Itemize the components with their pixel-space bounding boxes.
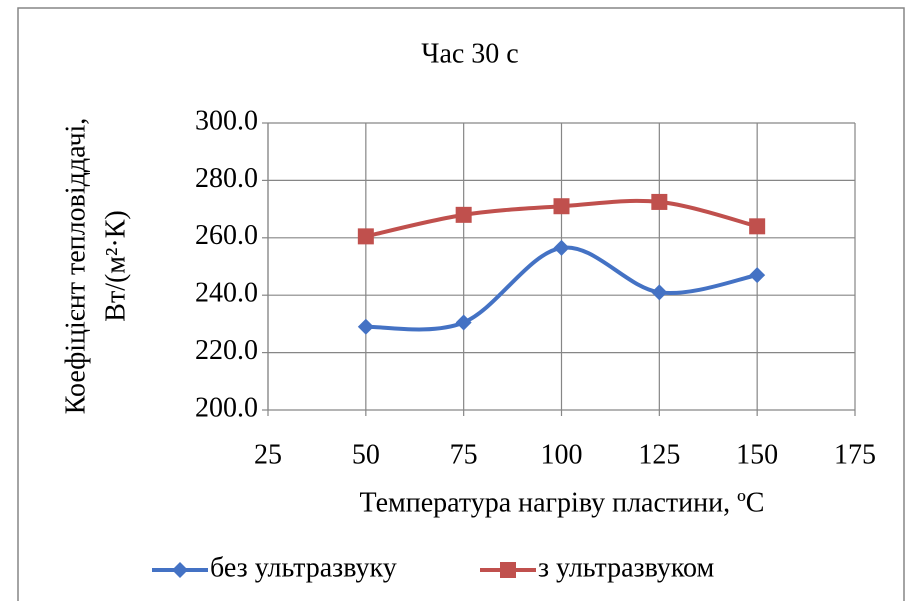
- marker: [357, 318, 374, 335]
- marker: [455, 314, 472, 331]
- chart-title: Час 30 с: [421, 38, 518, 69]
- x-tick-label: 25: [254, 439, 282, 470]
- chart-frame: [17, 7, 905, 601]
- y-tick-label: 200.0: [195, 392, 258, 423]
- y-tick-label: 300.0: [195, 105, 258, 136]
- marker: [749, 218, 766, 235]
- y-tick-label: 260.0: [195, 220, 258, 251]
- x-tick-label: 75: [450, 439, 478, 470]
- marker: [553, 198, 570, 215]
- y-axis-label: Вт/(м²·К): [100, 210, 131, 321]
- x-tick-label: 150: [736, 439, 778, 470]
- x-tick-label: 125: [638, 439, 680, 470]
- x-axis-label: Температура нагріву пластини, ºC: [360, 487, 765, 518]
- marker: [749, 267, 766, 284]
- x-tick-label: 100: [541, 439, 583, 470]
- y-tick-label: 240.0: [195, 278, 258, 309]
- marker: [651, 193, 668, 210]
- marker: [553, 239, 570, 256]
- marker: [500, 562, 516, 578]
- marker: [651, 284, 668, 301]
- marker: [172, 562, 188, 578]
- y-axis-label: Коефіцієнт тепловіддачі,: [60, 118, 91, 415]
- marker: [357, 228, 374, 245]
- marker: [455, 206, 472, 223]
- legend-label: з ультразвуком: [538, 552, 714, 583]
- legend-label: без ультразвуку: [210, 552, 397, 583]
- x-tick-label: 50: [352, 439, 380, 470]
- y-tick-label: 220.0: [195, 335, 258, 366]
- y-tick-label: 280.0: [195, 163, 258, 194]
- x-tick-label: 175: [834, 439, 876, 470]
